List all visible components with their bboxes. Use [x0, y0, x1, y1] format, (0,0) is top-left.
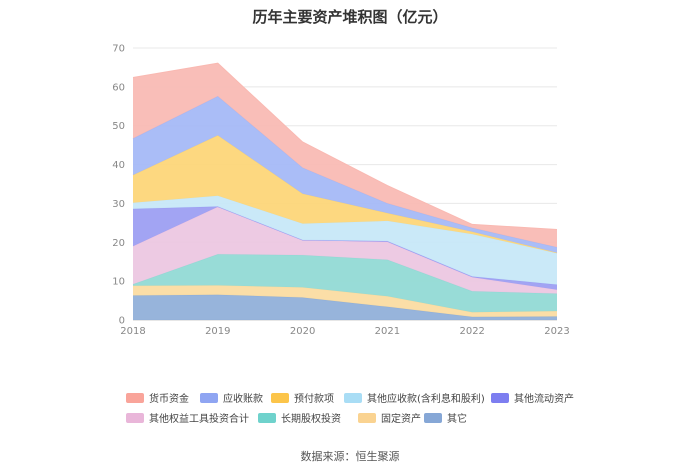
x-tick-label: 2020	[290, 326, 315, 337]
area-series-layer	[132, 62, 558, 320]
series-line-7	[132, 95, 558, 248]
x-tick-label: 2021	[375, 326, 400, 337]
legend-swatch-7[interactable]	[358, 413, 376, 423]
y-tick-label: 30	[112, 199, 125, 210]
y-tick-label: 20	[112, 238, 125, 249]
y-tick-label: 60	[112, 82, 125, 93]
x-tick-label: 2019	[205, 326, 230, 337]
area-series-5	[133, 195, 557, 285]
y-tick-label: 0	[119, 316, 125, 327]
legend-label-5[interactable]: 其他权益工具投资合计	[149, 412, 249, 425]
data-source-note: 数据来源：恒生聚源	[300, 450, 400, 463]
legend-label-3[interactable]: 其他应收款(含利息和股利)	[367, 392, 485, 405]
y-tick-label: 10	[112, 277, 125, 288]
area-series-8	[133, 63, 557, 248]
area-series-1	[133, 285, 557, 317]
axis-layer: 0 10 20 30 40 50 60 70 2018 2019 2020 2021 2022 2023	[112, 44, 569, 338]
legend-label-1[interactable]: 应收账款	[223, 392, 263, 405]
legend-swatch-5[interactable]	[126, 413, 144, 423]
area-series-3	[133, 206, 557, 294]
legend-swatch-4[interactable]	[491, 393, 509, 403]
series-line-8	[132, 62, 558, 230]
x-tick-label: 2022	[459, 326, 484, 337]
legend-swatch-0[interactable]	[126, 393, 144, 403]
x-tick-label: 2023	[544, 326, 569, 337]
area-series-7	[133, 96, 557, 253]
area-series-6	[133, 135, 557, 254]
area-series-2	[133, 254, 557, 313]
chart-title: 历年主要资产堆积图（亿元）	[252, 8, 448, 26]
legend-label-0[interactable]: 货币资金	[149, 392, 189, 405]
legend: 货币资金 应收账款 预付款项 其他应收款(含利息和股利) 其他流动资产其他权益工具投资合…	[126, 392, 574, 425]
area-series-0	[133, 294, 557, 320]
legend-swatch-2[interactable]	[271, 393, 289, 403]
y-tick-label: 40	[112, 160, 125, 171]
y-tick-label: 50	[112, 121, 125, 132]
legend-swatch-8[interactable]	[424, 413, 442, 423]
legend-label-2[interactable]: 预付款项	[294, 392, 334, 405]
legend-label-7[interactable]: 固定资产	[381, 412, 421, 425]
legend-label-4[interactable]: 其他流动资产	[514, 392, 574, 405]
legend-swatch-6[interactable]	[258, 413, 276, 423]
series-line-3	[132, 206, 558, 291]
legend-swatch-1[interactable]	[200, 393, 218, 403]
y-tick-label: 70	[112, 44, 125, 55]
legend-label-8[interactable]: 其它	[447, 412, 467, 425]
legend-swatch-3[interactable]	[344, 393, 362, 403]
area-series-4	[133, 206, 557, 290]
legend-label-6[interactable]: 长期股权投资	[281, 412, 341, 425]
x-tick-label: 2018	[120, 326, 145, 337]
